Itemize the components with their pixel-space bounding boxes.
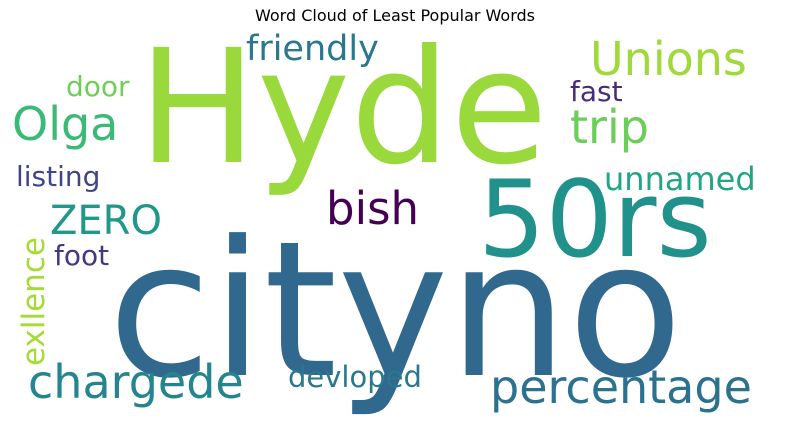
- word-listing: listing: [16, 160, 100, 193]
- word-friendly: friendly: [246, 29, 379, 69]
- word-devloped: devloped: [288, 360, 422, 394]
- word-unnamed: unnamed: [604, 160, 756, 198]
- word-percentage: percentage: [490, 360, 752, 414]
- word-exllence: exllence: [16, 237, 52, 366]
- word-olga: Olga: [12, 97, 118, 151]
- word-50rs: 50rs: [478, 158, 712, 281]
- word-foot: foot: [54, 239, 109, 272]
- word-zero: ZERO: [50, 198, 162, 244]
- chart-title: Word Cloud of Least Popular Words: [254, 6, 536, 25]
- word-trip: trip: [570, 100, 649, 154]
- word-bish: bish: [326, 182, 419, 235]
- word-door: door: [66, 70, 130, 103]
- word-unions: Unions: [590, 32, 747, 86]
- word-hyde: Hyde: [138, 16, 548, 200]
- word-cityno: cityno: [108, 201, 683, 420]
- word-chargede: chargede: [28, 355, 244, 409]
- word-fast: fast: [570, 75, 623, 108]
